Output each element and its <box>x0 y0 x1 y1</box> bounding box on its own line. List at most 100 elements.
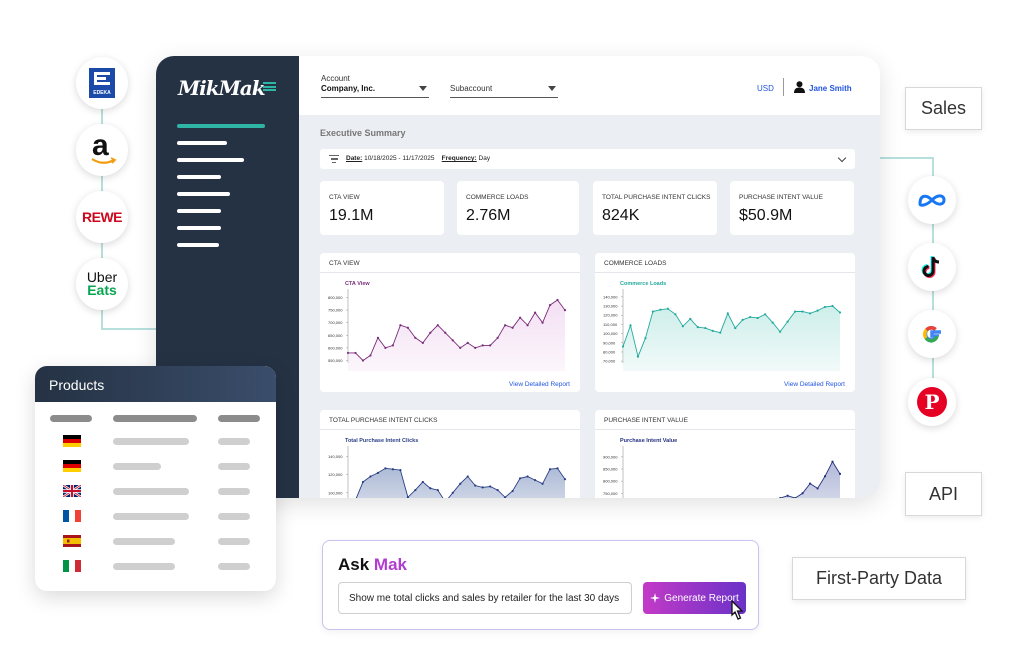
data-point <box>481 344 484 347</box>
sidebar-item[interactable] <box>177 226 221 230</box>
data-point <box>831 460 834 463</box>
sidebar-item[interactable] <box>177 243 219 247</box>
cta-view-chart: CTA View 800,000 750,000 700,000 650,000 600,… <box>328 281 567 371</box>
account-label: Account <box>321 74 350 83</box>
user-name[interactable]: Jane Smith <box>809 84 852 93</box>
data-point <box>384 467 387 470</box>
chart-card-purchase-intent-value: PURCHASE INTENT VALUE Purchase Intent Va… <box>595 410 855 498</box>
y-tick-label: 100,000 <box>328 490 343 495</box>
data-point <box>808 482 812 485</box>
mikmak-logo[interactable]: MikMak <box>178 76 266 100</box>
kpi-card-commerce-loads: COMMERCE LOADS 2.76M <box>457 181 579 235</box>
data-point <box>414 336 417 339</box>
chart-card-cta-view: CTA VIEW CTA View 800,000 750,000 700,000 65… <box>320 253 580 392</box>
data-point <box>414 488 417 492</box>
data-point <box>399 469 402 472</box>
filter-icon[interactable] <box>329 155 339 163</box>
user-icon[interactable] <box>794 81 805 93</box>
kpi-value: 824K <box>602 207 640 224</box>
ask-title-brand: Mak <box>373 555 407 574</box>
ask-mak-panel: Ask Mak Show me total clicks and sales b… <box>322 540 759 630</box>
data-point <box>384 346 387 349</box>
generate-report-button[interactable]: Generate Report <box>643 582 746 614</box>
mouse-pointer-icon <box>731 600 744 620</box>
product-value-bar <box>218 437 250 445</box>
currency-selector[interactable]: USD <box>757 84 774 93</box>
data-point <box>563 478 567 481</box>
data-point <box>504 324 507 327</box>
product-value-bar <box>218 487 250 495</box>
data-point <box>719 331 722 334</box>
subaccount-dropdown-icon[interactable] <box>548 86 556 91</box>
sidebar-item[interactable] <box>177 141 227 145</box>
filter-bar[interactable]: Date: 10/18/2025 - 11/17/2025 Frequency:… <box>320 149 855 169</box>
pinterest-badge: P <box>908 378 956 426</box>
sidebar-item[interactable] <box>177 209 221 213</box>
y-tick-label: 120,000 <box>328 472 343 477</box>
data-point <box>391 468 394 471</box>
sparkle-icon <box>650 593 661 603</box>
data-point <box>794 310 797 313</box>
data-point <box>459 482 462 485</box>
series-line <box>622 305 841 359</box>
data-point <box>466 475 469 478</box>
flag-de-icon <box>63 435 81 447</box>
data-point <box>369 475 372 478</box>
subaccount-select[interactable]: Subaccount <box>450 84 493 93</box>
data-point <box>823 305 827 309</box>
data-point <box>779 497 782 498</box>
data-point <box>548 303 552 307</box>
data-point <box>734 326 737 330</box>
product-value-bar <box>218 537 250 545</box>
data-point <box>636 355 640 358</box>
data-point <box>511 489 514 493</box>
y-tick-label: 90,000 <box>603 340 616 345</box>
data-point <box>556 467 559 470</box>
data-point <box>801 492 804 495</box>
data-point <box>711 329 714 332</box>
sidebar-item[interactable] <box>177 175 221 179</box>
commerce-loads-chart: Commerce Loads 140,000 130,000 120,000 110,0… <box>603 281 842 371</box>
page-title: Executive Summary <box>320 128 406 138</box>
data-point <box>629 324 632 327</box>
card-header: COMMERCE LOADS <box>604 260 667 267</box>
view-detailed-report-link[interactable]: View Detailed Report <box>509 381 570 388</box>
ask-mak-input[interactable]: Show me total clicks and sales by retail… <box>338 582 632 614</box>
y-tick-label: 80,000 <box>603 349 616 354</box>
account-dropdown-icon[interactable] <box>419 86 427 91</box>
data-point <box>399 324 402 327</box>
data-point <box>429 331 432 334</box>
data-point <box>489 485 492 488</box>
series-area <box>356 468 565 498</box>
data-point <box>749 315 752 319</box>
sidebar-item-active[interactable] <box>177 124 265 128</box>
data-point <box>436 488 439 492</box>
tiktok-icon <box>921 256 940 278</box>
y-tick-label: 800,000 <box>328 295 343 300</box>
uber-logo-text: Uber <box>86 269 118 285</box>
sidebar-item[interactable] <box>177 158 244 162</box>
y-tick-label: 650,000 <box>328 333 343 338</box>
data-point <box>474 484 477 487</box>
hamburger-menu-icon[interactable] <box>263 82 276 91</box>
meta-badge <box>908 176 956 224</box>
flag-fr-icon <box>63 510 81 522</box>
data-point <box>689 317 692 320</box>
products-title: Products <box>35 366 276 402</box>
data-point <box>391 344 394 347</box>
data-point <box>376 336 380 339</box>
sidebar-item[interactable] <box>177 192 230 196</box>
data-point <box>421 341 424 344</box>
data-point <box>816 487 819 490</box>
chevron-down-icon[interactable] <box>837 153 847 163</box>
data-point <box>533 311 537 314</box>
card-header: PURCHASE INTENT VALUE <box>604 417 688 424</box>
generate-report-label: Generate Report <box>664 592 739 604</box>
view-detailed-report-link[interactable]: View Detailed Report <box>784 381 845 388</box>
product-name-bar <box>113 487 189 495</box>
y-tick-label: 750,000 <box>328 308 343 313</box>
sales-tag: Sales <box>905 87 982 130</box>
chart-title: Commerce Loads <box>620 281 666 287</box>
account-select[interactable]: Company, Inc. <box>321 84 376 93</box>
data-point <box>563 309 567 312</box>
